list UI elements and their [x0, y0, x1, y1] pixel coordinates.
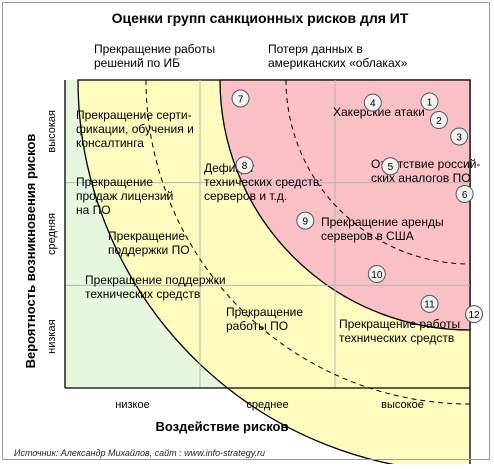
risk-label-2: Хакерские атаки: [333, 105, 425, 119]
risk-marker-6: 6: [455, 184, 474, 203]
x-axis-label: Воздействие рисков: [156, 419, 289, 434]
risk-marker-circle: [455, 184, 474, 203]
risk-marker-number: 10: [371, 270, 383, 281]
risk-marker-circle: [465, 305, 484, 324]
risk-label-4: Прекращение работы решений по ИБ: [94, 42, 215, 70]
zone-high: [219, 79, 471, 331]
risk-label-line: поддержки ПО: [108, 243, 190, 257]
risk-marker-number: 1: [427, 97, 433, 108]
x-tick-label: высокое: [381, 399, 424, 411]
y-tick-label: средняя: [46, 213, 58, 255]
risk-label-line: Прекращение работы: [339, 317, 460, 331]
risk-marker-8: 8: [235, 156, 254, 175]
risk-zones: [65, 79, 471, 469]
risk-marker-3: 3: [450, 127, 469, 146]
figure-border: [2, 2, 490, 460]
risk-dashed-arcs: [145, 79, 471, 405]
risk-label-line: продаж лицензий: [76, 189, 173, 203]
risk-label-12: Прекращение работы технических средств: [339, 317, 460, 345]
risk-label-8: Прекращение продаж лицензий на ПО: [76, 175, 173, 217]
risk-label-line: Прекращение: [76, 175, 153, 189]
risk-label-line: решений по ИБ: [94, 56, 180, 70]
risk-marker-number: 6: [462, 190, 468, 201]
risk-marker-circle: [363, 93, 382, 112]
risk-marker-number: 2: [436, 116, 442, 127]
risk-marker-number: 12: [468, 310, 480, 321]
risk-marker-1: 1: [420, 92, 439, 111]
risk-label-line: серверов в США: [321, 229, 414, 243]
chart-title: Оценки групп санкционных рисков для ИТ: [112, 10, 409, 26]
risk-label-line: технических средств: [339, 331, 454, 345]
grid-lines: [65, 80, 470, 388]
risk-label-line: Прекращение: [226, 305, 303, 319]
risk-label-line: Прекращение серти-: [76, 108, 192, 122]
risk-label-9: Прекращение поддержки ПО: [108, 229, 190, 257]
risk-label-line: Прекращение аренды: [321, 215, 444, 229]
risk-marker-11: 11: [420, 294, 439, 313]
risk-label-line: Потеря данных в: [268, 42, 363, 56]
risk-label-line: на ПО: [76, 203, 111, 217]
risk-label-line: Прекращение: [108, 229, 185, 243]
risk-marker-10: 10: [367, 265, 386, 284]
risk-label-line: Прекращение работы: [94, 42, 215, 56]
risk-label-line: фикации, обучения и: [76, 122, 194, 136]
risk-label-7: Прекращение серти-фикации, обучения и кон…: [76, 108, 194, 150]
risk-marker-circle: [231, 89, 250, 108]
risk-marker-number: 8: [242, 161, 248, 172]
risk-label-line: технических средств:: [204, 175, 323, 189]
risk-label-line: технических средств: [85, 287, 200, 301]
risk-marker-circle: [420, 294, 439, 313]
risk-marker-circle: [367, 265, 386, 284]
risk-marker-circle: [429, 111, 448, 130]
dashed-arc-inner: [285, 79, 471, 265]
risk-label-10: Прекращение поддержки технических средств: [85, 273, 226, 301]
risk-marker-number: 9: [303, 216, 309, 227]
risk-label-11: Прекращение работы ПО: [226, 305, 303, 333]
risk-label-6: Прекращение аренды серверов в США: [321, 215, 444, 243]
risk-marker-7: 7: [231, 89, 250, 108]
risk-marker-circle: [381, 157, 400, 176]
risk-label-line: Прекращение поддержки: [85, 273, 226, 287]
y-tick-label: высокая: [46, 110, 58, 153]
y-tick-label: низкая: [46, 319, 58, 353]
risk-marker-circle: [450, 127, 469, 146]
risk-marker-number: 11: [424, 300, 435, 311]
risk-marker-circle: [235, 156, 254, 175]
risk-marker-4: 4: [363, 93, 382, 112]
source-note: Источник: Александр Михайлов, сайт : www…: [14, 448, 265, 458]
y-axis-label: Вероятность возникновения рисков: [23, 134, 38, 369]
risk-marker-number: 5: [388, 162, 394, 173]
risk-marker-number: 4: [370, 98, 376, 109]
risk-marker-number: 7: [238, 94, 244, 105]
risk-label-line: консалтинга: [76, 136, 144, 150]
risk-marker-12: 12: [465, 305, 484, 324]
risk-label-line: американских «облаках»: [268, 56, 408, 70]
risk-marker-number: 3: [456, 132, 462, 143]
dashed-arc-outer: [145, 79, 471, 405]
x-tick-label: среднее: [246, 399, 288, 411]
risk-marker-2: 2: [429, 111, 448, 130]
risk-label-line: Хакерские атаки: [333, 105, 425, 119]
risk-marker-5: 5: [381, 157, 400, 176]
risk-label-line: ских аналогов ПО: [371, 171, 471, 185]
tick-labels: низкое среднее высокое низкая средняя высокая: [46, 110, 424, 411]
risk-marker-circle: [420, 92, 439, 111]
x-tick-label: низкое: [115, 399, 149, 411]
risk-marker-9: 9: [296, 211, 315, 230]
axes: [64, 80, 470, 389]
risk-label-line: работы ПО: [226, 319, 288, 333]
risk-label-1: Потеря данных в американских «облаках»: [268, 42, 408, 70]
risk-marker-circle: [296, 211, 315, 230]
risk-callouts: Потеря данных в американских «облаках» Хак…: [76, 42, 480, 345]
risk-label-line: серверов и т.д.: [204, 189, 287, 203]
